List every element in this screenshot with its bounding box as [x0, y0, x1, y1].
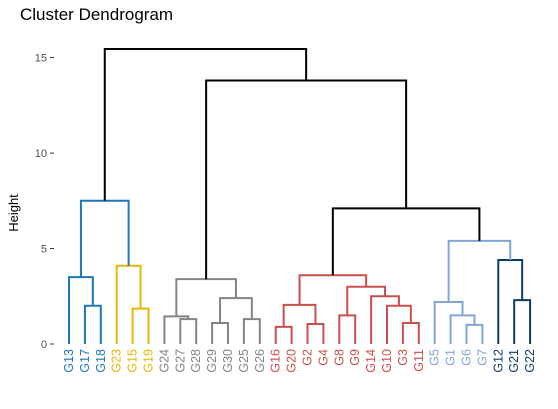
merge-link	[242, 318, 261, 344]
y-axis: 0 5 10 15	[35, 53, 54, 351]
leaf-label: G24	[157, 349, 171, 373]
merge-link	[163, 315, 190, 344]
merge-link	[205, 79, 408, 280]
leaf-label: G25	[237, 349, 251, 373]
leaf-label: G8	[332, 349, 346, 366]
leaf-label: G7	[475, 349, 489, 366]
y-tick-label: 5	[41, 244, 47, 256]
merge-link	[433, 300, 464, 344]
leaf-label: G17	[78, 349, 92, 373]
merge-link	[306, 322, 325, 344]
leaf-label: G3	[396, 349, 410, 366]
leaf-label: G1	[444, 349, 458, 366]
merge-link	[370, 295, 400, 344]
leaf-label: G12	[491, 349, 505, 373]
y-tick-label: 15	[35, 53, 47, 65]
leaf-label: G11	[412, 349, 426, 372]
leaf-label: G10	[380, 349, 394, 373]
leaf-label: G20	[285, 349, 299, 373]
merge-link	[274, 325, 293, 344]
leaf-label: G2	[301, 349, 315, 366]
leaf-label: G29	[205, 349, 219, 373]
leaf-label: G16	[269, 349, 283, 373]
merge-link	[211, 321, 229, 344]
leaf-label: G28	[189, 349, 203, 373]
leaf-label: G21	[507, 349, 521, 373]
merge-link	[103, 48, 308, 201]
merge-link	[497, 258, 524, 344]
merge-link	[282, 303, 317, 327]
leaf-labels: G13 G17 G18 G23 G15 G19 G24 G27 G28 G29 G30 G25 G26 G…	[62, 349, 537, 373]
merge-link	[68, 276, 94, 344]
y-tick-label: 10	[35, 148, 47, 160]
leaf-label: G13	[62, 349, 76, 373]
leaf-label: G18	[94, 349, 108, 373]
merge-link	[219, 297, 253, 323]
leaf-label: G5	[428, 349, 442, 366]
merge-link	[346, 285, 387, 316]
chart-title: Cluster Dendrogram	[20, 5, 174, 24]
leaf-label: G30	[221, 349, 235, 373]
merge-link	[179, 318, 198, 344]
merge-link	[449, 314, 476, 344]
y-tick-label: 0	[41, 339, 47, 351]
dendrogram-links	[68, 48, 532, 344]
merge-link	[401, 321, 420, 344]
leaf-label: G9	[348, 349, 362, 366]
merge-link	[338, 314, 357, 344]
y-axis-title: Height	[6, 194, 21, 232]
merge-link	[131, 307, 150, 344]
merge-link	[465, 323, 484, 344]
merge-link	[513, 299, 532, 344]
merge-link	[115, 264, 142, 344]
merge-link	[331, 207, 481, 276]
leaf-label: G26	[253, 349, 267, 373]
leaf-label: G23	[110, 349, 124, 373]
leaf-label: G14	[364, 349, 378, 373]
leaf-label: G15	[126, 349, 140, 373]
leaf-label: G4	[316, 349, 330, 366]
merge-link	[83, 304, 102, 344]
leaf-label: G6	[460, 349, 474, 366]
leaf-label: G27	[173, 349, 187, 373]
leaf-label: G22	[523, 349, 537, 373]
merge-link	[386, 304, 412, 344]
merge-link	[175, 278, 237, 317]
leaf-label: G19	[142, 349, 156, 373]
merge-link	[447, 239, 512, 302]
merge-link	[298, 274, 368, 305]
